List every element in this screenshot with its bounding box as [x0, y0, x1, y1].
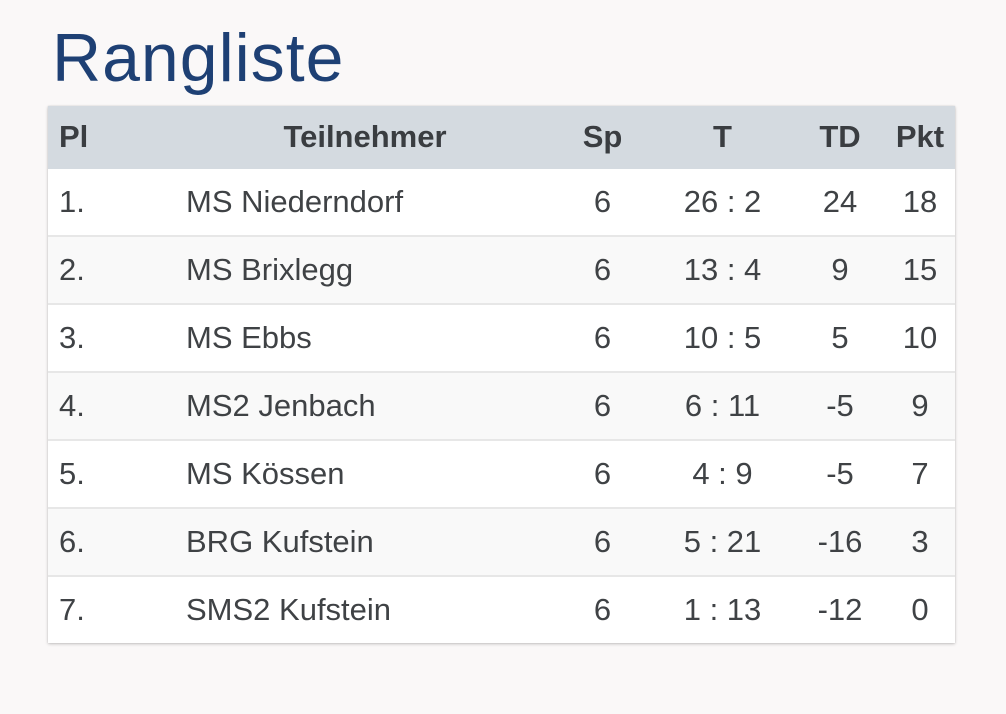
team-name-cell: MS2 Jenbach — [175, 370, 555, 440]
table-row: 6. BRG Kufstein 6 5 : 21 -16 3 — [48, 506, 955, 576]
table-header-row: Pl Teilnehmer Sp T TD Pkt — [48, 105, 955, 169]
goal-diff-cell: 9 — [795, 234, 885, 304]
goal-diff-cell: 24 — [822, 183, 858, 219]
games-cell: 6 — [555, 574, 650, 643]
team-name-cell: SMS2 Kufstein — [175, 574, 555, 643]
column-header-td: TD — [795, 105, 885, 169]
games-cell: 6 — [555, 370, 650, 440]
column-header-pl: Pl — [48, 105, 175, 169]
goals-cell: 26 : 2 — [683, 183, 762, 219]
games-cell: 6 — [555, 234, 650, 304]
goals-cell: 10 : 5 — [650, 302, 795, 372]
points-cell: 18 — [902, 183, 938, 219]
rank-cell: 1. — [59, 183, 85, 219]
points-cell: 3 — [885, 506, 955, 576]
team-name-cell: MS Kössen — [175, 438, 555, 508]
goals-cell: 13 : 4 — [650, 234, 795, 304]
table-row: 4. MS2 Jenbach 6 6 : 11 -5 9 — [48, 370, 955, 440]
table-row: 1. MS Niederndorf 6 26 : 2 24 18 — [48, 169, 955, 236]
games-cell: 6 — [555, 438, 650, 508]
team-name-cell: MS Brixlegg — [175, 234, 555, 304]
rank-cell: 7. — [48, 574, 175, 643]
goal-diff-cell: 5 — [795, 302, 885, 372]
table-row: 7. SMS2 Kufstein 6 1 : 13 -12 0 — [48, 574, 955, 643]
points-cell: 7 — [885, 438, 955, 508]
page: Rangliste Pl Teilnehmer Sp T TD Pkt 1. M — [48, 20, 955, 643]
table-row: 2. MS Brixlegg 6 13 : 4 9 15 — [48, 234, 955, 304]
goals-cell: 5 : 21 — [650, 506, 795, 576]
column-header-sp: Sp — [555, 105, 650, 169]
goal-diff-cell: -5 — [795, 438, 885, 508]
games-cell: 6 — [593, 183, 612, 219]
table-row: 5. MS Kössen 6 4 : 9 -5 7 — [48, 438, 955, 508]
points-cell: 0 — [885, 574, 955, 643]
goal-diff-cell: -16 — [795, 506, 885, 576]
rank-cell: 3. — [48, 302, 175, 372]
ranking-table-card: Pl Teilnehmer Sp T TD Pkt 1. MS Niedernd… — [48, 105, 955, 643]
points-cell: 15 — [885, 234, 955, 304]
goals-cell: 6 : 11 — [650, 370, 795, 440]
points-cell: 10 — [885, 302, 955, 372]
page-title: Rangliste — [52, 20, 345, 96]
games-cell: 6 — [555, 506, 650, 576]
rank-cell: 2. — [48, 234, 175, 304]
goals-cell: 4 : 9 — [650, 438, 795, 508]
team-name-cell: BRG Kufstein — [175, 506, 555, 576]
rank-cell: 6. — [48, 506, 175, 576]
goal-diff-cell: -12 — [795, 574, 885, 643]
games-cell: 6 — [555, 302, 650, 372]
goal-diff-cell: -5 — [795, 370, 885, 440]
rank-cell: 4. — [48, 370, 175, 440]
team-name-cell: MS Ebbs — [175, 302, 555, 372]
column-header-t: T — [650, 105, 795, 169]
rank-cell: 5. — [48, 438, 175, 508]
points-cell: 9 — [885, 370, 955, 440]
column-header-teilnehmer: Teilnehmer — [175, 105, 555, 169]
table-row: 3. MS Ebbs 6 10 : 5 5 10 — [48, 302, 955, 372]
goals-cell: 1 : 13 — [650, 574, 795, 643]
ranking-table: Pl Teilnehmer Sp T TD Pkt 1. MS Niedernd… — [48, 105, 955, 643]
column-header-pkt: Pkt — [885, 105, 955, 169]
team-name-cell: MS Niederndorf — [186, 183, 404, 219]
